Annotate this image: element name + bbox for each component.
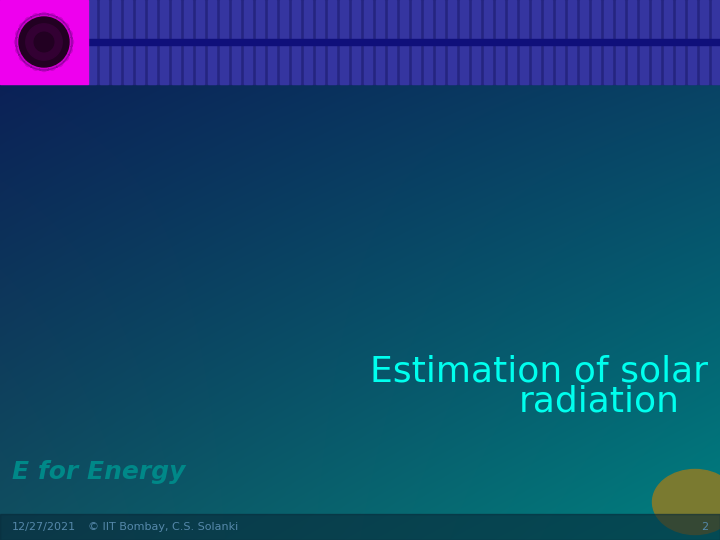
Bar	[400, 0, 408, 84]
Bar	[496, 0, 504, 84]
Bar	[388, 0, 396, 84]
Text: 12/27/2021: 12/27/2021	[12, 522, 76, 532]
Circle shape	[16, 14, 72, 70]
Bar	[88, 0, 96, 84]
Bar	[532, 0, 540, 84]
Bar	[340, 0, 348, 84]
Bar	[448, 0, 456, 84]
Bar	[688, 0, 696, 84]
Circle shape	[19, 54, 27, 61]
Circle shape	[32, 63, 40, 70]
Circle shape	[19, 23, 27, 30]
Bar	[460, 0, 468, 84]
Bar	[280, 0, 288, 84]
Circle shape	[55, 17, 63, 24]
Bar	[676, 0, 684, 84]
Bar	[100, 0, 108, 84]
Circle shape	[14, 38, 22, 45]
Circle shape	[40, 64, 48, 71]
Bar	[292, 0, 300, 84]
Bar	[592, 0, 600, 84]
Circle shape	[16, 46, 23, 53]
Text: © IIT Bombay, C.S. Solanki: © IIT Bombay, C.S. Solanki	[88, 522, 238, 532]
Bar	[220, 0, 228, 84]
Bar	[148, 0, 156, 84]
Bar	[424, 0, 432, 84]
Circle shape	[61, 54, 68, 61]
Bar	[124, 0, 132, 84]
Bar	[508, 0, 516, 84]
Bar	[268, 0, 276, 84]
Bar	[364, 0, 372, 84]
Bar	[520, 0, 528, 84]
Circle shape	[32, 14, 40, 21]
Bar	[376, 0, 384, 84]
Bar	[160, 0, 168, 84]
Bar	[244, 0, 252, 84]
Bar	[640, 0, 648, 84]
Ellipse shape	[652, 469, 720, 535]
Bar	[604, 0, 612, 84]
Bar	[580, 0, 588, 84]
Circle shape	[25, 17, 32, 24]
Text: Estimation of solar: Estimation of solar	[370, 355, 708, 389]
Circle shape	[66, 38, 73, 45]
Bar	[556, 0, 564, 84]
Circle shape	[66, 30, 72, 37]
Bar	[88, 39, 720, 45]
Bar	[664, 0, 672, 84]
Bar	[196, 0, 204, 84]
Bar	[256, 0, 264, 84]
Text: radiation: radiation	[519, 385, 680, 419]
Circle shape	[48, 14, 55, 21]
Bar	[568, 0, 576, 84]
Bar	[436, 0, 444, 84]
Bar	[136, 0, 144, 84]
Text: E for Energy: E for Energy	[12, 460, 185, 484]
Bar	[544, 0, 552, 84]
Bar	[0, 0, 88, 84]
Circle shape	[55, 59, 63, 66]
Circle shape	[48, 63, 55, 70]
Bar	[232, 0, 240, 84]
Bar	[316, 0, 324, 84]
Bar	[712, 0, 720, 84]
Bar	[328, 0, 336, 84]
Bar	[484, 0, 492, 84]
Bar	[700, 0, 708, 84]
Circle shape	[25, 59, 32, 66]
Bar	[304, 0, 312, 84]
Bar	[472, 0, 480, 84]
Circle shape	[19, 17, 69, 67]
Circle shape	[66, 46, 72, 53]
Bar	[628, 0, 636, 84]
Bar	[184, 0, 192, 84]
Bar	[112, 0, 120, 84]
Text: 2: 2	[701, 522, 708, 532]
Bar	[616, 0, 624, 84]
Circle shape	[40, 12, 48, 19]
Bar	[0, 514, 720, 540]
Circle shape	[26, 24, 62, 60]
Bar	[208, 0, 216, 84]
Circle shape	[16, 30, 23, 37]
Circle shape	[61, 23, 68, 30]
Bar	[172, 0, 180, 84]
Bar	[0, 0, 720, 84]
Circle shape	[35, 32, 54, 52]
Bar	[352, 0, 360, 84]
Bar	[412, 0, 420, 84]
Bar	[652, 0, 660, 84]
